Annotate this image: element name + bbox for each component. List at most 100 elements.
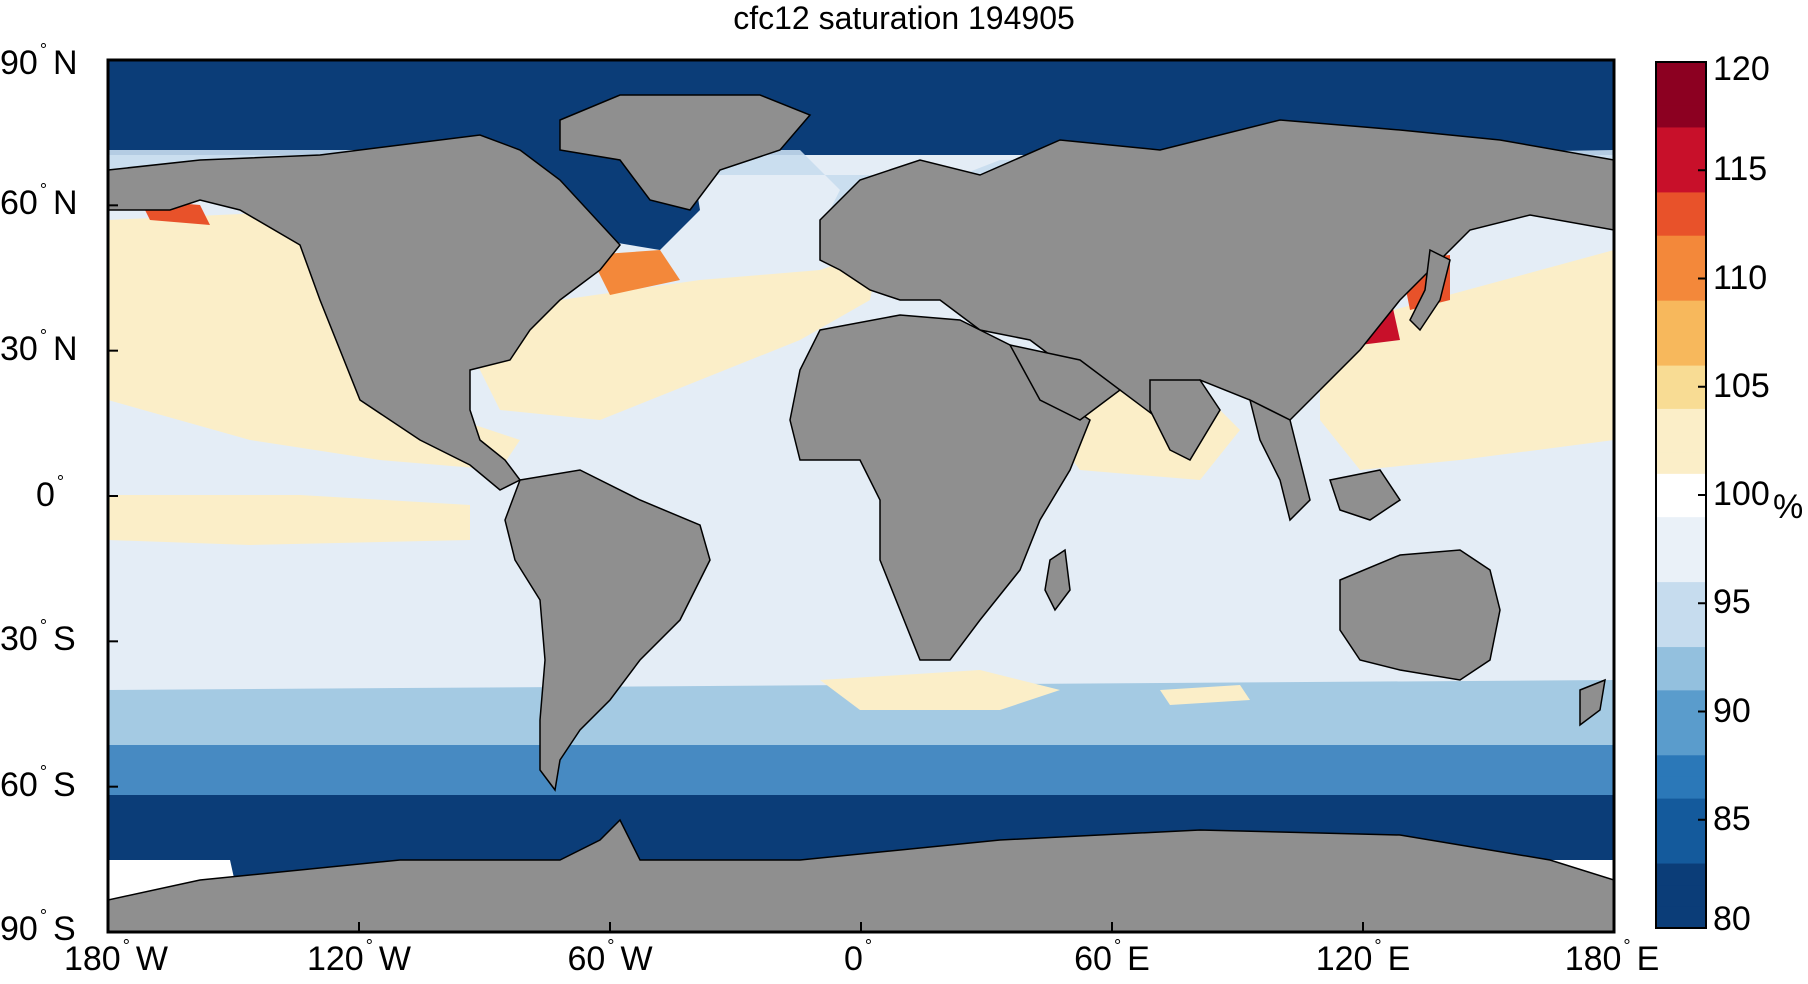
- colorbar-band: [1656, 841, 1706, 864]
- colorbar-tick-label: 120: [1713, 50, 1770, 88]
- longitude-tick-hemisphere: E: [1387, 940, 1411, 978]
- longitude-tick-value: 120: [1315, 940, 1373, 978]
- latitude-tick-label: 90 ° S: [0, 906, 76, 949]
- north-atlantic-warm: [460, 250, 880, 420]
- colorbar-tick-label: 110: [1713, 258, 1768, 297]
- land-masses: [108, 94, 1614, 932]
- degree-symbol: °: [39, 906, 48, 926]
- latitude-tick-label: 60 ° S: [0, 762, 76, 805]
- landmass-japan: [1409, 248, 1451, 332]
- longitude-tick-label: 0 °: [844, 936, 878, 979]
- degree-symbol: °: [39, 40, 48, 60]
- colorbar-band: [1656, 538, 1706, 561]
- degree-symbol: °: [39, 761, 48, 782]
- colorbar-band: [1656, 624, 1706, 648]
- degree-symbol: °: [1113, 936, 1122, 956]
- colorbar-band: [1656, 495, 1706, 518]
- longitude-tick-value: 180: [1564, 940, 1622, 978]
- longitude-tick-label: 60 ° E: [1074, 936, 1150, 979]
- colorbar-band: [1656, 516, 1706, 539]
- colorbar-tick-label: 105: [1713, 366, 1770, 405]
- colorbar-band: [1656, 408, 1706, 431]
- colorbar-band: [1656, 863, 1706, 886]
- latitude-tick-marks: [108, 59, 118, 933]
- colorbar-band: [1656, 170, 1706, 193]
- longitude-tick-value: 60: [1074, 940, 1112, 978]
- landmass-antarctica: [108, 818, 1614, 932]
- landmass-south-america: [504, 469, 711, 792]
- landmass-eurasia: [819, 119, 1614, 421]
- degree-symbol: °: [56, 472, 65, 492]
- degree-symbol: °: [39, 180, 48, 201]
- longitude-tick-label: 60 ° W: [567, 936, 653, 979]
- colorbar-band: [1656, 386, 1706, 409]
- colorbar-band: [1656, 343, 1706, 366]
- latitude-tick-value: 30: [0, 620, 38, 659]
- latitude-tick-label: 30 ° S: [0, 616, 76, 659]
- landmass-north-america: [108, 134, 621, 491]
- latitude-tick-label: 30 ° N: [0, 326, 78, 369]
- latitude-tick-hemisphere: S: [53, 620, 76, 659]
- latitude-tick-label: 90 ° N: [0, 40, 78, 83]
- colorbar-unit: %: [1773, 488, 1804, 526]
- latitude-tick-value: 30: [0, 329, 38, 368]
- landmass-greenland: [559, 94, 812, 211]
- latitude-tick-value: 60: [0, 184, 38, 223]
- colorbar-band: [1656, 559, 1706, 583]
- colorbar-band: [1656, 213, 1706, 236]
- colorbar-band: [1656, 300, 1706, 323]
- longitude-tick-value: 180: [63, 940, 121, 978]
- degree-symbol: °: [122, 936, 130, 956]
- colorbar-band: [1656, 126, 1706, 150]
- colorbar-band: [1656, 62, 1706, 85]
- latitude-tick-hemisphere: N: [53, 329, 78, 368]
- landmass-arabia: [1008, 343, 1122, 421]
- latitude-tick-hemisphere: N: [53, 44, 78, 82]
- landmass-madagascar: [1044, 548, 1071, 612]
- degree-symbol: °: [1374, 936, 1382, 956]
- south-atlantic-warm-patch: [820, 670, 1060, 710]
- longitude-tick-hemisphere: W: [620, 940, 653, 978]
- colorbar-band: [1656, 365, 1706, 388]
- longitude-tick-hemisphere: W: [135, 940, 169, 978]
- colorbar-frame: [1655, 61, 1707, 929]
- colorbar-band: [1656, 754, 1706, 777]
- colorbar-band: [1656, 191, 1706, 215]
- colorbar-band: [1656, 711, 1706, 734]
- degree-symbol: °: [607, 936, 615, 956]
- map-title: cfc12 saturation 194905: [733, 0, 1075, 36]
- longitude-tick-marks: [107, 922, 1615, 932]
- landmass-india: [1149, 379, 1221, 461]
- colorbar-tick-label: 80: [1713, 900, 1751, 938]
- colorbar-band: [1656, 603, 1706, 626]
- colorbar-tick-label: 90: [1713, 691, 1751, 730]
- latitude-tick-value: 60: [0, 765, 38, 804]
- colorbar-band: [1656, 581, 1706, 604]
- colorbar-band: [1656, 321, 1706, 344]
- latitude-tick-hemisphere: N: [53, 184, 78, 223]
- longitude-tick-hemisphere: E: [1127, 940, 1150, 978]
- gulf-of-maine-hotspot: [590, 250, 680, 295]
- latitude-tick-label: 0 °: [36, 472, 70, 515]
- colorbar-band: [1656, 733, 1706, 756]
- colorbar-tick-label: 85: [1713, 799, 1751, 838]
- latitude-tick-label: 60 ° N: [0, 180, 78, 223]
- colorbar-band: [1656, 689, 1706, 712]
- longitude-tick-value: 60: [567, 940, 606, 978]
- colorbar-tick-label: 100: [1713, 475, 1770, 513]
- colorbar-band: [1656, 646, 1706, 669]
- longitude-tick-label: 120 ° W: [307, 936, 411, 979]
- south-indian-warm-patch: [1160, 685, 1250, 705]
- southern-ocean-blue: [108, 745, 1614, 800]
- colorbar-band: [1656, 884, 1706, 907]
- colorbar-band: [1656, 451, 1706, 474]
- latitude-tick-value: 0: [36, 476, 55, 514]
- longitude-tick-hemisphere: E: [1636, 940, 1660, 978]
- landmass-borneo: [1329, 469, 1402, 521]
- colorbar-band: [1656, 235, 1706, 258]
- latitude-tick-value: 90: [0, 44, 38, 82]
- west-pacific-warm: [1320, 250, 1614, 470]
- colorbar-band: [1656, 819, 1706, 842]
- colorbar-band: [1656, 278, 1706, 301]
